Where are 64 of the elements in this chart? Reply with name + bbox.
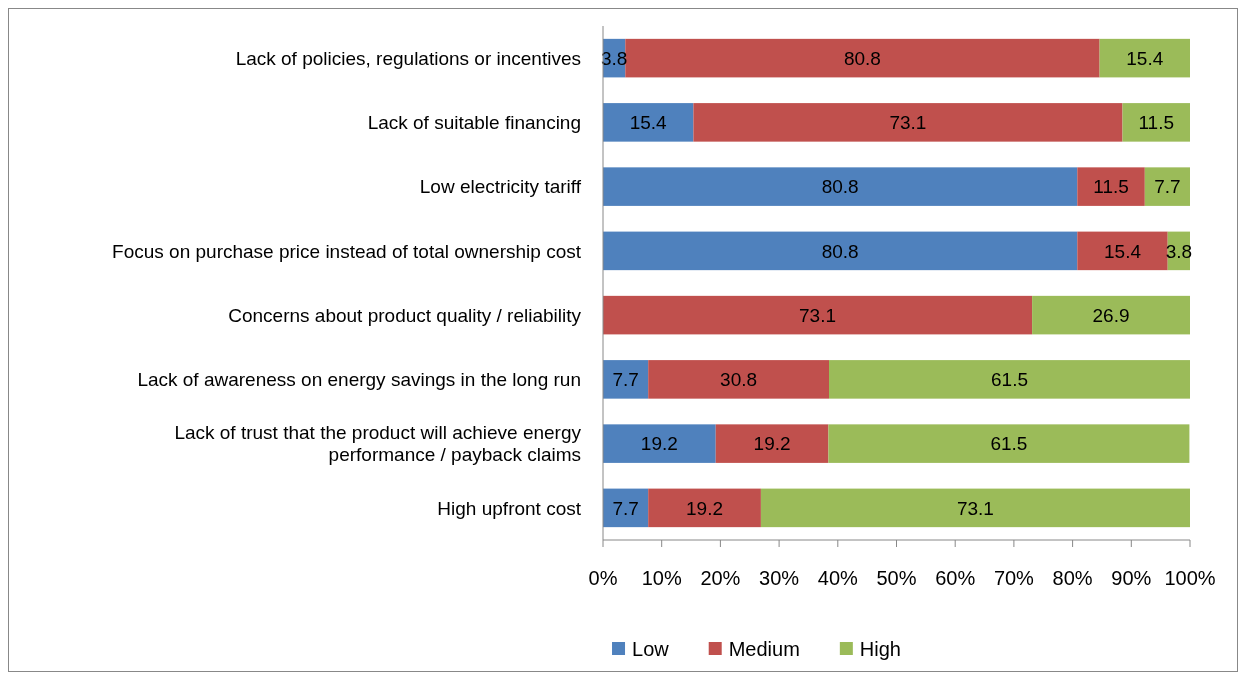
y-tick-label: Lack of suitable financing — [367, 112, 581, 134]
y-tick-label: Lack of trust that the product will achieve energy performance / payback claims — [174, 422, 582, 466]
data-label: 15.4 — [629, 112, 668, 134]
bar — [1077, 231, 1168, 271]
data-label: 80.8 — [821, 240, 859, 262]
data-label: 80.8 — [821, 176, 859, 198]
data-label: 7.7 — [1154, 176, 1181, 198]
y-tick-label: Concerns about product quality / reliability — [228, 304, 582, 326]
bar — [603, 167, 1078, 206]
x-tick-label: 100% — [1164, 567, 1216, 589]
bar — [603, 103, 694, 142]
y-tick-label: Low electricity tariff — [419, 176, 582, 198]
bar — [715, 424, 829, 463]
data-label: 80.8 — [843, 47, 881, 69]
data-label: 7.7 — [612, 369, 639, 391]
x-tick-label: 70% — [993, 567, 1035, 589]
legend-label: Medium — [728, 638, 800, 660]
bar — [603, 231, 1078, 271]
bar — [760, 488, 1190, 528]
legend-label: Low — [632, 638, 670, 660]
x-tick-label: 40% — [817, 567, 859, 589]
bar — [648, 488, 761, 528]
x-tick-label: 30% — [759, 567, 800, 589]
data-label: 73.1 — [956, 497, 994, 519]
x-tick-label: 0% — [588, 567, 618, 589]
bar — [603, 295, 1033, 335]
data-label: 19.2 — [753, 433, 791, 455]
bar — [603, 360, 649, 399]
bar — [829, 360, 1190, 399]
data-label: 7.7 — [612, 497, 639, 519]
data-label: 19.2 — [686, 497, 724, 519]
bar — [1032, 295, 1190, 335]
bar — [1144, 167, 1190, 206]
y-tick-label: Lack of awareness on energy savings in the long run — [137, 369, 581, 391]
data-label: 15.4 — [1126, 47, 1164, 69]
data-label: 11.5 — [1138, 112, 1175, 134]
x-tick-label: 90% — [1111, 567, 1152, 589]
bar — [648, 360, 829, 399]
data-label: 73.1 — [889, 112, 927, 134]
bar — [1099, 38, 1190, 78]
data-label: 30.8 — [720, 369, 758, 391]
bar — [1077, 167, 1145, 206]
x-tick-label: 80% — [1052, 567, 1093, 589]
data-label: 15.4 — [1104, 240, 1142, 262]
bar — [828, 424, 1190, 463]
x-tick-label: 10% — [641, 567, 682, 589]
bar — [1122, 103, 1190, 142]
x-tick-label: 20% — [700, 567, 741, 589]
x-tick-label: 60% — [935, 567, 976, 589]
data-label: 11.5 — [1093, 176, 1129, 198]
data-label: 26.9 — [1092, 304, 1130, 326]
x-tick-label: 50% — [876, 567, 917, 589]
legend-label: High — [859, 638, 901, 660]
data-label: 73.1 — [799, 304, 837, 326]
data-label: 19.2 — [640, 433, 678, 455]
bar — [603, 424, 716, 463]
y-tick-label: Lack of policies, regulations or incentives — [235, 47, 581, 69]
bar — [693, 103, 1123, 142]
y-tick-label: High upfront cost — [437, 497, 582, 519]
data-label: 61.5 — [990, 433, 1028, 455]
bar — [625, 38, 1100, 78]
bar — [603, 488, 649, 528]
y-tick-label: Focus on purchase price instead of total ownership cost — [112, 240, 582, 262]
data-label: 61.5 — [991, 369, 1028, 391]
